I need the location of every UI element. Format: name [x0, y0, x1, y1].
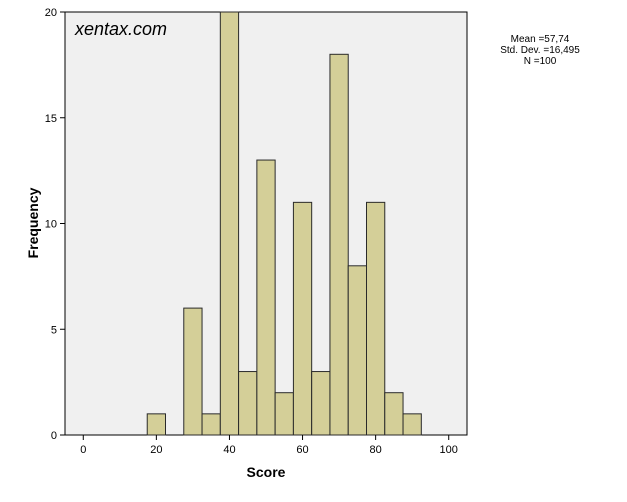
x-tick-label: 100 [440, 444, 458, 456]
stats-n: N =100 [524, 56, 557, 67]
y-axis: 0 5 10 15 20 [45, 7, 65, 442]
histogram-bar-2 [201, 413, 221, 436]
histogram-bar-8 [311, 371, 331, 436]
y-tick-label: 15 [45, 113, 57, 125]
x-tick-label: 20 [150, 444, 162, 456]
x-tick-label: 40 [223, 444, 235, 456]
bars-group [146, 11, 422, 436]
histogram-bar-12 [384, 392, 404, 436]
histogram-bar-5 [256, 159, 276, 436]
y-tick-label: 10 [45, 219, 57, 231]
histogram-bar-10 [347, 265, 367, 436]
x-tick-label: 60 [296, 444, 308, 456]
x-axis: 0 20 40 60 80 100 [80, 435, 458, 456]
histogram-bar-9 [329, 53, 349, 436]
y-tick-label: 5 [51, 324, 57, 336]
histogram-bar-4 [238, 371, 258, 436]
histogram-bar-1 [183, 307, 203, 436]
histogram-bar-0 [146, 413, 167, 436]
stats-mean: Mean =57,74 [511, 34, 570, 45]
y-tick-label: 20 [45, 7, 57, 19]
y-tick-label: 0 [51, 430, 57, 442]
histogram-bar-11 [366, 201, 386, 436]
x-tick-label: 80 [370, 444, 382, 456]
histogram-bar-7 [292, 201, 313, 436]
stats-std-dev: Std. Dev. =16,495 [500, 45, 580, 56]
watermark-text: xentax.com [74, 19, 167, 39]
y-axis-title: Frequency [25, 187, 41, 258]
histogram-bar-3 [219, 11, 240, 436]
x-tick-label: 0 [80, 444, 86, 456]
x-axis-title: Score [247, 464, 286, 480]
histogram-bar-13 [402, 413, 422, 436]
histogram-bar-6 [274, 392, 294, 436]
